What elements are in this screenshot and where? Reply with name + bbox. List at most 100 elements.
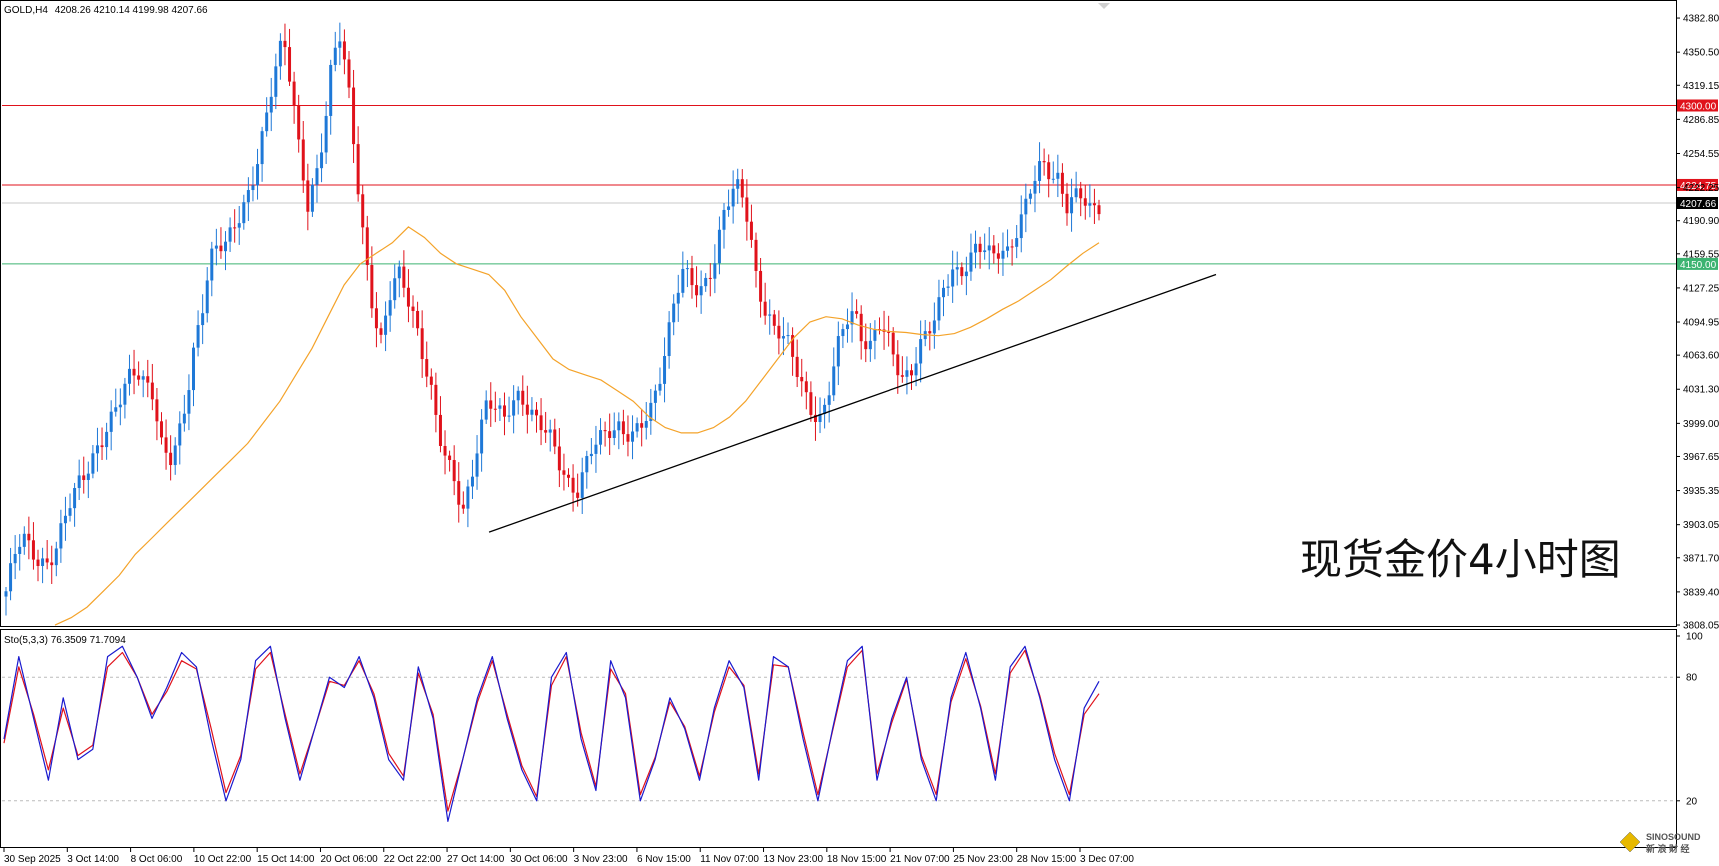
candle-body xyxy=(736,179,740,189)
candle-body xyxy=(54,548,58,566)
time-tick-label: 30 Sep 2025 xyxy=(4,854,61,865)
level-badge xyxy=(1677,197,1718,210)
candle-body xyxy=(571,477,575,493)
candle-body xyxy=(1060,172,1064,194)
candle-body xyxy=(695,285,699,296)
candle-body xyxy=(63,515,67,524)
level-badge xyxy=(1677,99,1718,112)
candle-body xyxy=(640,423,644,428)
candle-body xyxy=(1024,198,1028,215)
time-tick-label: 20 Oct 06:00 xyxy=(320,854,378,865)
candle-body xyxy=(534,409,538,416)
candle-body xyxy=(946,286,950,288)
candle-body xyxy=(169,452,173,466)
main-panel-frame xyxy=(0,0,1677,627)
price-tick-label: 3839.40 xyxy=(1683,587,1719,598)
time-tick-label: 15 Oct 14:00 xyxy=(257,854,315,865)
candle-body xyxy=(324,115,328,153)
candle-body xyxy=(663,356,667,384)
candle-body xyxy=(365,227,369,265)
candle-body xyxy=(599,430,603,445)
candle-body xyxy=(228,227,232,242)
candle-body xyxy=(77,475,81,489)
candle-body xyxy=(457,481,461,505)
stochastic-tick-label: 100 xyxy=(1686,632,1703,643)
candle-body xyxy=(909,370,913,376)
overlay-title: 现货金价4小时图 xyxy=(1300,535,1621,584)
candle-body xyxy=(416,310,420,329)
candle-body xyxy=(699,286,703,296)
candle-body xyxy=(306,180,310,212)
candle-body xyxy=(100,445,104,448)
candle-body xyxy=(1042,161,1046,163)
candle-body xyxy=(159,421,163,438)
candle-body xyxy=(951,269,955,287)
candle-body xyxy=(4,591,8,597)
candle-body xyxy=(210,248,214,281)
candle-body xyxy=(512,400,516,416)
candle-body xyxy=(942,287,946,298)
time-tick-label: 3 Oct 14:00 xyxy=(67,854,119,865)
candle-body xyxy=(608,431,612,438)
level-badge xyxy=(1677,257,1718,270)
candle-body xyxy=(288,47,292,82)
time-tick-label: 6 Nov 15:00 xyxy=(637,854,691,865)
candle-body xyxy=(557,446,561,471)
candle-body xyxy=(919,339,923,364)
candle-body xyxy=(1083,198,1087,206)
candle-body xyxy=(521,390,525,405)
candle-body xyxy=(516,390,520,401)
ma-line xyxy=(54,226,1100,626)
candle-body xyxy=(356,144,360,195)
candle-body xyxy=(301,139,305,181)
candle-body xyxy=(905,370,909,377)
price-tick-label: 3935.35 xyxy=(1683,486,1719,497)
candle-body xyxy=(530,409,534,415)
candle-body xyxy=(681,268,685,293)
candle-body xyxy=(1051,178,1055,180)
candle-body xyxy=(31,540,35,560)
candle-body xyxy=(850,311,854,325)
time-tick-label: 25 Nov 23:00 xyxy=(953,854,1013,865)
price-tick-label: 4127.25 xyxy=(1683,283,1719,294)
stochastic-tick-label: 80 xyxy=(1686,673,1698,684)
candle-body xyxy=(548,429,552,433)
level-badge-label: 4300.00 xyxy=(1680,101,1717,112)
level-badge xyxy=(1677,178,1718,191)
price-tick-label: 4222.25 xyxy=(1683,183,1719,194)
candle-body xyxy=(777,325,781,339)
candle-body xyxy=(137,375,141,380)
price-tick-label: 4254.55 xyxy=(1683,149,1719,160)
price-tick-label: 4190.90 xyxy=(1683,216,1719,227)
candle-body xyxy=(498,405,502,409)
candle-body xyxy=(233,227,237,229)
candle-body xyxy=(667,322,671,357)
candle-body xyxy=(187,390,191,414)
candle-body xyxy=(45,558,49,563)
candle-body xyxy=(791,335,795,357)
candle-body xyxy=(333,47,337,65)
candle-body xyxy=(438,414,442,446)
candle-body xyxy=(644,420,648,428)
candle-body xyxy=(118,404,122,408)
candle-body xyxy=(461,504,465,509)
candle-body xyxy=(859,313,863,342)
price-tick-label: 3903.05 xyxy=(1683,520,1719,531)
candle-body xyxy=(813,414,817,423)
candle-body xyxy=(717,229,721,264)
time-tick-label: 28 Nov 15:00 xyxy=(1017,854,1077,865)
time-tick-label: 30 Oct 06:00 xyxy=(510,854,568,865)
candle-body xyxy=(91,453,95,474)
candle-body xyxy=(470,476,474,487)
candle-body xyxy=(1019,214,1023,239)
price-tick-label: 4094.95 xyxy=(1683,318,1719,329)
chevron-down-icon[interactable] xyxy=(1098,3,1110,9)
candle-body xyxy=(603,430,607,432)
candle-body xyxy=(379,328,383,335)
candle-body xyxy=(361,194,365,228)
candle-body xyxy=(722,209,726,230)
stochastic-main-line xyxy=(3,645,1100,822)
candle-body xyxy=(452,460,456,482)
candle-body xyxy=(480,419,484,454)
